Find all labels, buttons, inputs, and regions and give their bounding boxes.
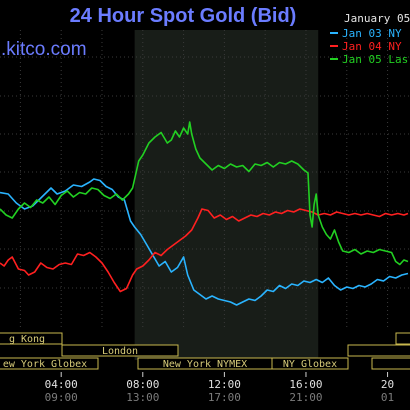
legend-label: Jan 05 Las [342, 53, 408, 66]
session-band-box [271, 357, 349, 370]
legend-label: Jan 03 NY [342, 27, 402, 40]
legend-label: Jan 04 NY [342, 40, 402, 53]
gridlines [0, 30, 410, 330]
chart-date: January 05 [344, 12, 410, 25]
x-tick-label-secondary: 17:00 [208, 391, 241, 404]
chart-title: 24 Hour Spot Gold (Bid) [70, 5, 297, 27]
session-band-box [347, 344, 410, 357]
session-band: g Kong [0, 332, 63, 345]
session-band: London [61, 344, 179, 357]
legend-entry: Jan 05 Las [330, 53, 408, 66]
x-tick-label: 04:00 [45, 378, 78, 391]
session-band-box [61, 344, 179, 357]
x-tick-label: 20 [381, 378, 394, 391]
session-band: NY Globex [271, 357, 349, 370]
x-tick-label: 16:00 [289, 378, 322, 391]
session-band-label: London [102, 346, 138, 357]
session-band: ew York Globex [0, 357, 99, 370]
session-band-label: NY Globex [283, 359, 337, 370]
session-band-label: New York NYMEX [163, 359, 247, 370]
brand-link[interactable]: .kitco.com [1, 39, 87, 60]
price-series [0, 121, 409, 306]
x-tick-label-secondary: 09:00 [45, 391, 78, 404]
series-line [0, 178, 409, 306]
session-band-box [395, 332, 410, 345]
session-band-label: g Kong [9, 334, 45, 345]
session-band-box [0, 357, 99, 370]
series-line [0, 208, 409, 293]
shaded-trading-window [134, 30, 319, 360]
x-tick-label-secondary: 13:00 [126, 391, 159, 404]
x-tick-label-secondary: 01 [381, 391, 394, 404]
legend-entry: Jan 03 NY [330, 27, 402, 40]
session-bands: g Kong ew York Globex London New York NYMEX… [0, 332, 410, 370]
session-band-box [371, 357, 410, 370]
legend-entry: Jan 04 NY [330, 40, 402, 53]
x-tick-label: 12:00 [208, 378, 241, 391]
x-tick-label: 08:00 [126, 378, 159, 391]
series-line [0, 121, 409, 266]
session-band-box [0, 332, 63, 345]
x-tick-label-secondary: 21:00 [289, 391, 322, 404]
session-band: New York NYMEX [137, 357, 273, 370]
session-band-label: ew York Globex [3, 359, 87, 370]
